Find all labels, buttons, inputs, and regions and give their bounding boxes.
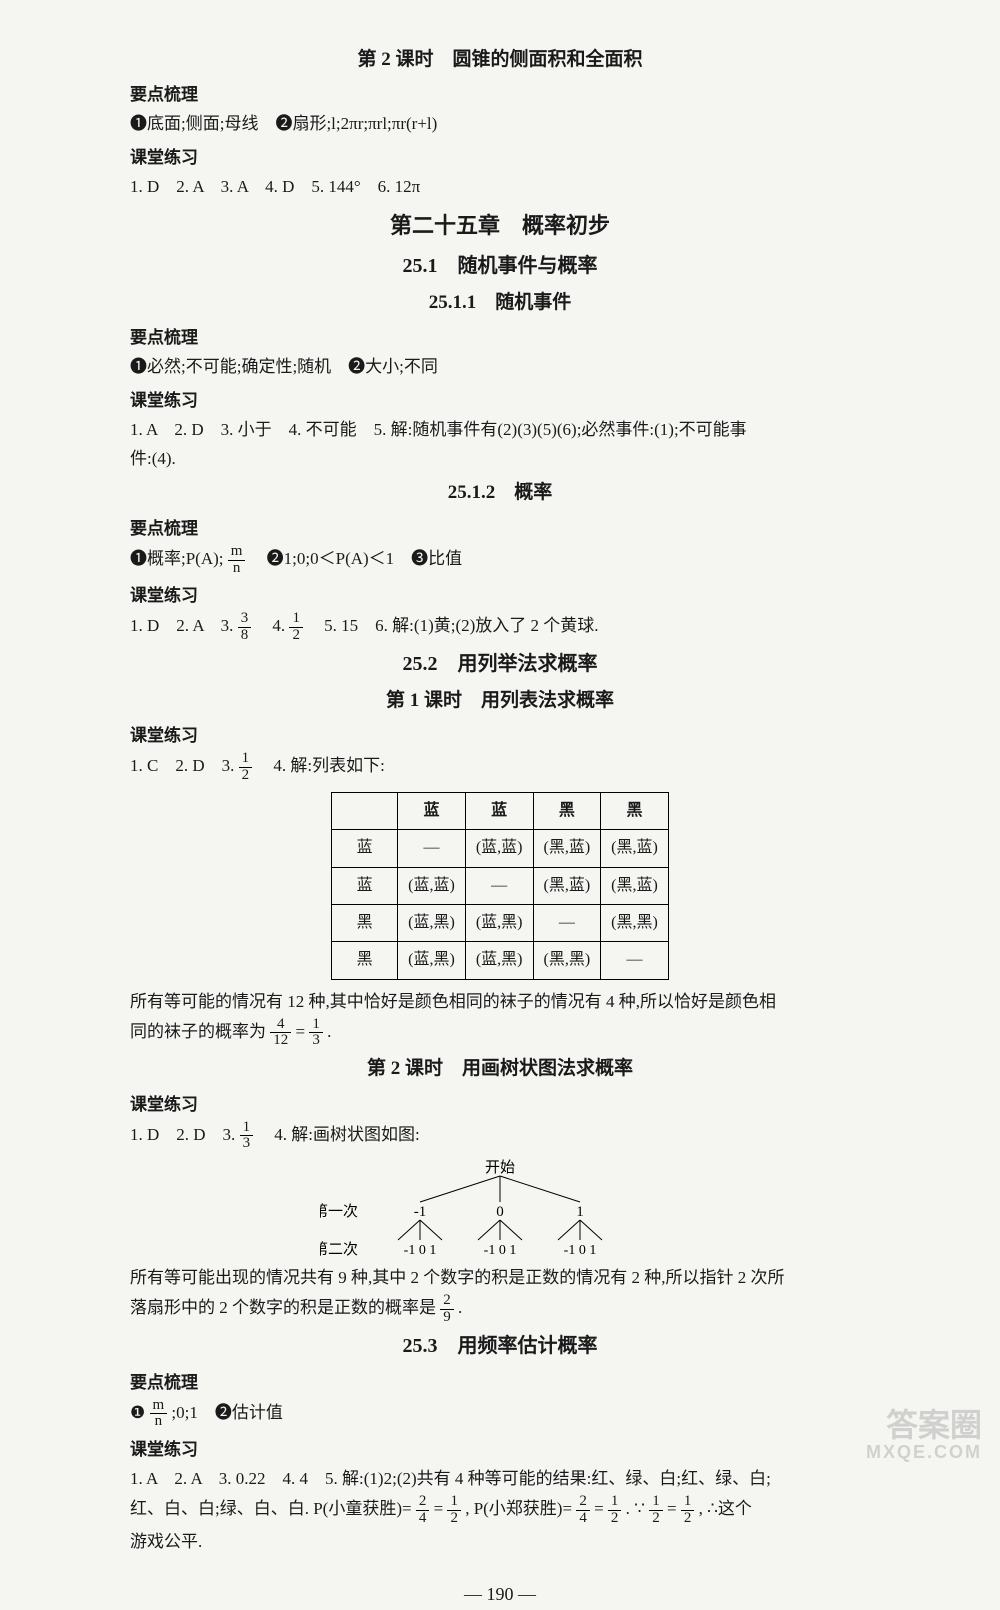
- ans252-1a-suf: 4. 解:列表如下:: [256, 756, 384, 775]
- yaodian-253: 要点梳理: [130, 1369, 870, 1397]
- yaodian-2511: 要点梳理: [130, 324, 870, 352]
- sec2512: 25.1.2 概率: [130, 477, 870, 508]
- frac-3-8: 38: [238, 611, 252, 644]
- th1: 蓝: [398, 792, 466, 829]
- kelian-2511: 课堂练习: [130, 387, 870, 415]
- table-row: 蓝(蓝,蓝)—(黑,蓝)(黑,蓝): [332, 867, 669, 904]
- frac-m-n2: mn: [150, 1398, 168, 1431]
- svg-text:第二次: 第二次: [320, 1240, 358, 1258]
- yd2512-post: ❷1;0;0＜P(A)＜1 ❸比值: [250, 549, 463, 568]
- tree-diagram: 开始 第一次 -1 0 1 第二次 -1 0 1 -1 0 1 -1 0 1: [130, 1158, 870, 1258]
- svg-text:-1 0 1: -1 0 1: [484, 1243, 517, 1258]
- frac-2-9: 29: [440, 1293, 454, 1326]
- th4: 黑: [601, 792, 669, 829]
- sec251: 25.1 随机事件与概率: [130, 250, 870, 283]
- svg-text:第一次: 第一次: [320, 1202, 358, 1220]
- table-row: 黑(蓝,黑)(蓝,黑)(黑,黑)—: [332, 942, 669, 979]
- watermark: 答案圈 MXQE.COM: [866, 1408, 982, 1463]
- yd2512-pre: ❶概率;P(A);: [130, 549, 224, 568]
- ans2511a: 1. A 2. D 3. 小于 4. 不可能 5. 解:随机事件有(2)(3)(…: [130, 416, 870, 444]
- frac-1-2: 12: [289, 611, 303, 644]
- ans252-2a: 1. D 2. D 3. 13 4. 解:画树状图如图:: [130, 1120, 870, 1153]
- kelian-252-1: 课堂练习: [130, 722, 870, 750]
- lesson2-title: 第 2 课时 圆锥的侧面积和全面积: [130, 44, 870, 75]
- table-row: 黑(蓝,黑)(蓝,黑)—(黑,黑): [332, 904, 669, 941]
- svg-text:-1 0 1: -1 0 1: [404, 1243, 437, 1258]
- probability-table: 蓝 蓝 黑 黑 蓝—(蓝,蓝)(黑,蓝)(黑,蓝) 蓝(蓝,蓝)—(黑,蓝)(黑…: [331, 792, 669, 980]
- watermark-big: 答案圈: [866, 1408, 982, 1443]
- th2: 蓝: [465, 792, 533, 829]
- yd2511-line: ❶必然;不可能;确定性;随机 ❷大小;不同: [130, 353, 870, 381]
- yaodian-head: 要点梳理: [130, 81, 870, 109]
- lesson2-answers: 1. D 2. A 3. A 4. D 5. 144° 6. 12π: [130, 173, 870, 201]
- yd2512-line: ❶概率;P(A); mn ❷1;0;0＜P(A)＜1 ❸比值: [130, 544, 870, 577]
- frac-4-12: 412: [270, 1017, 291, 1050]
- sec252: 25.2 用列举法求概率: [130, 648, 870, 681]
- tree-svg: 开始 第一次 -1 0 1 第二次 -1 0 1 -1 0 1 -1 0 1: [320, 1158, 680, 1258]
- th0: [332, 792, 398, 829]
- watermark-small: MXQE.COM: [866, 1443, 982, 1463]
- table-header-row: 蓝 蓝 黑 黑: [332, 792, 669, 829]
- yd253: ❶ mn ;0;1 ❷估计值: [130, 1398, 870, 1431]
- ans252-1a-pre: 1. C 2. D 3.: [130, 756, 239, 775]
- kelian-2512: 课堂练习: [130, 582, 870, 610]
- ans252-1a: 1. C 2. D 3. 12 4. 解:列表如下:: [130, 751, 870, 784]
- svg-text:1: 1: [576, 1204, 584, 1220]
- frac-1-3: 13: [309, 1017, 323, 1050]
- sec2511: 25.1.1 随机事件: [130, 287, 870, 318]
- frac-1-2b: 12: [239, 751, 253, 784]
- yaodian-line: ❶底面;侧面;母线 ❷扇形;l;2πr;πrl;πr(r+l): [130, 110, 870, 138]
- kelian-252-2: 课堂练习: [130, 1091, 870, 1119]
- svg-text:-1: -1: [414, 1204, 427, 1220]
- lesson252-2: 第 2 课时 用画树状图法求概率: [130, 1053, 870, 1084]
- ans2512-pre: 1. D 2. A 3.: [130, 617, 238, 636]
- ans2512-suf: 5. 15 6. 解:(1)黄;(2)放入了 2 个黄球.: [307, 617, 598, 636]
- ans253a: 1. A 2. A 3. 0.22 4. 4 5. 解:(1)2;(2)共有 4…: [130, 1465, 870, 1493]
- after-tree1: 所有等可能出现的情况共有 9 种,其中 2 个数字的积是正数的情况有 2 种,所…: [130, 1264, 870, 1292]
- frac-m-n: mn: [228, 544, 246, 577]
- after-table1: 所有等可能的情况有 12 种,其中恰好是颜色相同的袜子的情况有 4 种,所以恰好…: [130, 988, 870, 1016]
- frac-1-3b: 13: [240, 1120, 254, 1153]
- svg-text:0: 0: [496, 1204, 504, 1220]
- kelian-253: 课堂练习: [130, 1436, 870, 1464]
- yaodian-2512: 要点梳理: [130, 515, 870, 543]
- ans2512-mid: 4.: [255, 617, 289, 636]
- kelian-head: 课堂练习: [130, 144, 870, 172]
- after-table2: 同的袜子的概率为 412 = 13 .: [130, 1017, 870, 1050]
- tree-start: 开始: [485, 1159, 515, 1176]
- after-tree2: 落扇形中的 2 个数字的积是正数的概率是 29 .: [130, 1293, 870, 1326]
- th3: 黑: [533, 792, 601, 829]
- ans2512: 1. D 2. A 3. 38 4. 12 5. 15 6. 解:(1)黄;(2…: [130, 611, 870, 644]
- chapter25-title: 第二十五章 概率初步: [130, 208, 870, 244]
- ans2511b: 件:(4).: [130, 445, 870, 473]
- table-row: 蓝—(蓝,蓝)(黑,蓝)(黑,蓝): [332, 830, 669, 867]
- page-number: — 190 —: [130, 1580, 870, 1610]
- lesson252-1: 第 1 课时 用列表法求概率: [130, 685, 870, 716]
- ans253b: 红、白、白;绿、白、白. P(小童获胜)= 24 = 12 , P(小郑获胜)=…: [130, 1494, 870, 1527]
- ans253c: 游戏公平.: [130, 1528, 870, 1556]
- svg-text:-1 0 1: -1 0 1: [564, 1243, 597, 1258]
- sec253: 25.3 用频率估计概率: [130, 1330, 870, 1363]
